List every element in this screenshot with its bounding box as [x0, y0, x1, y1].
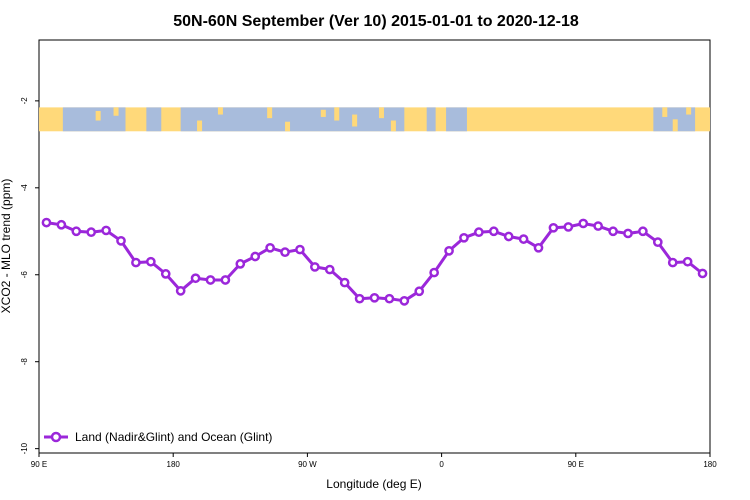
data-point — [101, 225, 111, 236]
data-point — [429, 267, 439, 278]
x-axis-label: Longitude (deg E) — [326, 477, 421, 491]
x-tick-label: 180 — [167, 460, 181, 469]
data-point — [518, 234, 529, 244]
map-island — [686, 107, 692, 115]
data-point — [369, 292, 380, 303]
data-point — [205, 275, 216, 285]
data-point — [697, 268, 708, 279]
data-point — [86, 227, 97, 238]
map-island — [217, 107, 223, 115]
data-point — [623, 228, 633, 239]
data-point — [145, 256, 156, 267]
map-ocean — [62, 107, 126, 132]
legend-marker — [50, 431, 62, 443]
series-layer — [41, 217, 708, 306]
y-axis: -2 -4 -6 -8 -10 — [20, 97, 39, 454]
chart-title: 50N-60N September (Ver 10) 2015-01-01 to… — [173, 13, 579, 30]
map-island — [285, 121, 291, 132]
data-point — [160, 269, 171, 279]
map-island — [378, 107, 384, 119]
series-line — [46, 221, 704, 303]
data-point — [503, 231, 514, 242]
map-island — [267, 107, 273, 119]
x-tick-label: 180 — [703, 460, 717, 469]
data-point — [71, 226, 82, 237]
map-ocean — [446, 107, 467, 132]
data-point — [56, 219, 67, 230]
data-point — [414, 286, 425, 297]
data-point — [310, 262, 320, 272]
data-point — [131, 257, 141, 268]
data-point — [250, 251, 261, 262]
map-island — [320, 109, 326, 117]
data-point — [667, 257, 678, 268]
x-tick-label: 90 W — [298, 460, 317, 469]
y-axis-label: XCO2 - MLO trend (ppm) — [0, 179, 13, 314]
data-point — [474, 227, 484, 238]
data-point — [399, 295, 410, 306]
map-island — [197, 120, 203, 132]
data-point — [533, 242, 544, 253]
data-point — [41, 217, 52, 228]
map-island — [672, 119, 678, 132]
data-point — [608, 226, 618, 237]
map-ocean — [426, 107, 436, 132]
data-point — [339, 277, 350, 288]
map-island — [390, 120, 396, 132]
data-point — [459, 232, 469, 243]
data-point — [220, 275, 231, 285]
y-tick-label: -8 — [20, 358, 29, 366]
map-ocean — [180, 107, 405, 132]
x-axis: 90 E 180 90 W 0 90 E 180 — [31, 453, 717, 469]
x-tick-label: 90 E — [31, 460, 47, 469]
data-point — [578, 218, 589, 229]
plot-frame — [38, 39, 711, 454]
map-island — [352, 114, 358, 127]
data-point — [563, 222, 574, 232]
map-island — [95, 110, 101, 121]
data-point — [190, 273, 201, 284]
data-point — [324, 264, 335, 275]
y-tick-label: -6 — [20, 271, 29, 279]
data-point — [682, 256, 693, 267]
data-point — [265, 242, 275, 253]
data-point — [116, 235, 126, 246]
data-point — [175, 285, 186, 296]
data-point — [354, 293, 365, 304]
y-tick-label: -4 — [20, 184, 29, 192]
x-tick-label: 90 E — [568, 460, 584, 469]
data-point — [444, 245, 454, 256]
map-ocean — [146, 107, 162, 132]
data-point — [488, 226, 499, 237]
y-tick-label: -10 — [20, 442, 29, 454]
map-band — [39, 107, 710, 132]
map-island — [662, 107, 668, 117]
map-island — [334, 107, 340, 121]
data-point — [280, 247, 290, 258]
data-point — [235, 259, 246, 269]
legend: Land (Nadir&Glint) and Ocean (Glint) — [44, 430, 272, 444]
legend-label: Land (Nadir&Glint) and Ocean (Glint) — [75, 430, 272, 444]
data-point — [652, 237, 663, 248]
map-island — [113, 107, 119, 116]
data-point — [593, 221, 604, 231]
y-tick-label: -2 — [20, 97, 29, 105]
data-point — [638, 226, 648, 237]
data-point — [548, 222, 559, 233]
x-tick-label: 0 — [439, 460, 444, 469]
data-point — [295, 244, 305, 255]
data-point — [384, 293, 395, 304]
